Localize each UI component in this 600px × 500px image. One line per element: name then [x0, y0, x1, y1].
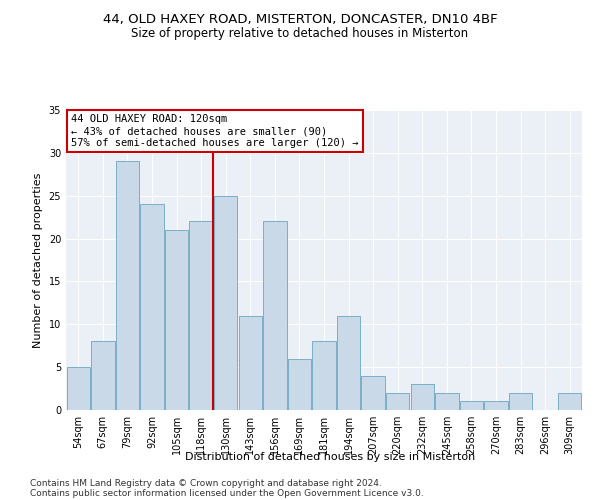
Bar: [558, 393, 581, 410]
Bar: [410, 384, 434, 410]
Text: Contains public sector information licensed under the Open Government Licence v3: Contains public sector information licen…: [30, 488, 424, 498]
Bar: [116, 162, 139, 410]
Y-axis label: Number of detached properties: Number of detached properties: [33, 172, 43, 348]
Bar: [435, 393, 458, 410]
Bar: [484, 402, 508, 410]
Bar: [263, 222, 287, 410]
Bar: [214, 196, 238, 410]
Text: Distribution of detached houses by size in Misterton: Distribution of detached houses by size …: [185, 452, 475, 462]
Bar: [239, 316, 262, 410]
Bar: [337, 316, 360, 410]
Bar: [460, 402, 483, 410]
Bar: [509, 393, 532, 410]
Text: 44 OLD HAXEY ROAD: 120sqm
← 43% of detached houses are smaller (90)
57% of semi-: 44 OLD HAXEY ROAD: 120sqm ← 43% of detac…: [71, 114, 359, 148]
Text: 44, OLD HAXEY ROAD, MISTERTON, DONCASTER, DN10 4BF: 44, OLD HAXEY ROAD, MISTERTON, DONCASTER…: [103, 12, 497, 26]
Bar: [190, 222, 213, 410]
Bar: [165, 230, 188, 410]
Bar: [67, 367, 90, 410]
Bar: [288, 358, 311, 410]
Bar: [313, 342, 335, 410]
Bar: [91, 342, 115, 410]
Text: Contains HM Land Registry data © Crown copyright and database right 2024.: Contains HM Land Registry data © Crown c…: [30, 478, 382, 488]
Bar: [140, 204, 164, 410]
Bar: [361, 376, 385, 410]
Bar: [386, 393, 409, 410]
Text: Size of property relative to detached houses in Misterton: Size of property relative to detached ho…: [131, 28, 469, 40]
